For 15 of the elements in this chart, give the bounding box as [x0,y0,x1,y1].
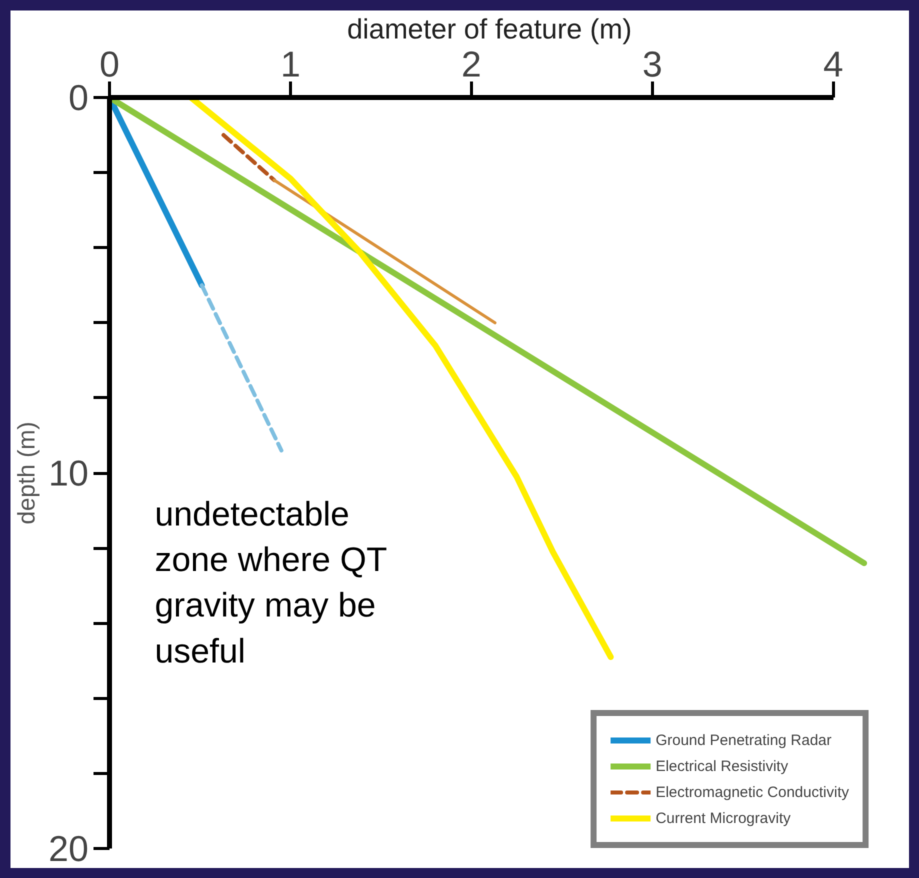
x-tick-label: 2 [461,44,482,84]
y-tick-label: 10 [48,452,89,494]
y-axis-title: depth (m) [13,422,40,524]
legend-label: Ground Penetrating Radar [656,732,832,748]
annotation: undetectable zone where QT gravity may be useful [154,496,388,670]
y-tick-label: 20 [48,828,89,869]
x-tick-label: 4 [823,44,844,84]
legend-label: Electromagnetic Conductivity [656,784,849,800]
y-tick-label: 0 [68,77,89,118]
x-tick-label: 1 [280,44,300,84]
legend-label: Electrical Resistivity [656,758,788,774]
x-tick-label: 3 [642,44,662,84]
x-tick-label: 0 [99,44,120,84]
legend-label: Current Microgravity [656,810,791,826]
x-axis-title: diameter of feature (m) [347,14,632,44]
